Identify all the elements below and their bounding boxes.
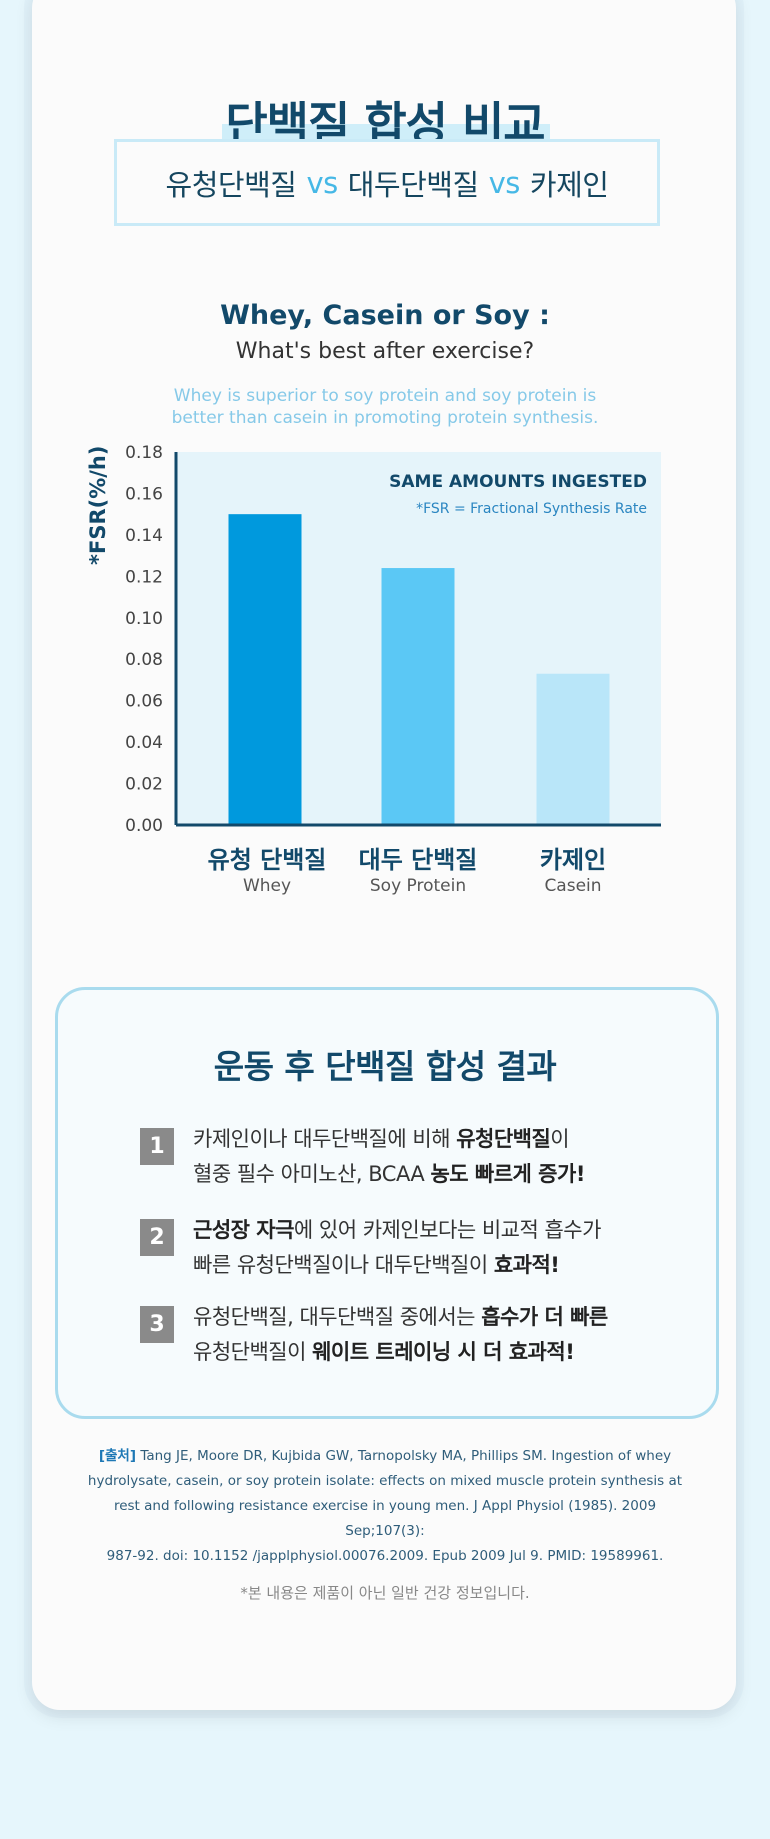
- y-tick-label: 0.06: [125, 692, 163, 712]
- x-label-soy-ko: 대두 단백질: [358, 846, 478, 874]
- result-number-3: 3: [140, 1306, 174, 1343]
- x-label-whey-ko: 유청 단백질: [207, 846, 327, 874]
- y-tick-label: 0.02: [125, 775, 163, 795]
- result-item-3: 유청단백질, 대두단백질 중에서는 흡수가 더 빠른 유청단백질이 웨이트 트레…: [193, 1300, 663, 1370]
- subtitle-vs-2: vs: [488, 165, 521, 200]
- disclaimer-notice: *본 내용은 제품이 아닌 일반 건강 정보입니다.: [240, 1584, 530, 1602]
- result-item-2: 근성장 자극에 있어 카제인보다는 비교적 흡수가 빠른 유청단백질이나 대두단…: [193, 1213, 663, 1283]
- annotation-note: *FSR = Fractional Synthesis Rate: [416, 501, 647, 517]
- result-2-line2: 빠른 유청단백질이나 대두단백질이: [193, 1253, 494, 1277]
- y-tick-label: 0.08: [125, 650, 163, 670]
- source-line-1: Tang JE, Moore DR, Kujbida GW, Tarnopols…: [140, 1448, 672, 1464]
- source-citation: [출처] Tang JE, Moore DR, Kujbida GW, Tarn…: [80, 1444, 690, 1569]
- y-tick-label: 0.14: [125, 526, 163, 546]
- result-1-text-end: 이: [550, 1127, 570, 1151]
- results-title: 운동 후 단백질 합성 결과: [213, 1047, 557, 1086]
- result-number-1: 1: [140, 1128, 174, 1165]
- x-label-casein-en: Casein: [544, 876, 602, 896]
- result-3-text: 유청단백질, 대두단백질 중에서는: [193, 1305, 482, 1329]
- chart-subtitle: What's best after exercise?: [235, 339, 535, 364]
- result-1-text: 카제인이나 대두단백질에 비해: [193, 1127, 457, 1151]
- annotation-title: SAME AMOUNTS INGESTED: [389, 472, 647, 492]
- bar-2: [381, 568, 455, 825]
- result-number-2: 2: [140, 1219, 174, 1256]
- y-tick-label: 0.10: [125, 609, 163, 629]
- result-3-line2: 유청단백질이: [193, 1340, 313, 1364]
- bar-1: [228, 514, 302, 825]
- result-2-text: 에 있어 카제인보다는 비교적 흡수가: [293, 1218, 602, 1242]
- source-line-3: rest and following resistance exercise i…: [113, 1498, 657, 1539]
- results-box: [55, 987, 719, 1419]
- subtitle-soy: 대두단백질: [347, 167, 479, 202]
- y-tick-label: 0.00: [125, 816, 163, 836]
- content-card: [32, 0, 736, 1710]
- result-1-highlight: 유청단백질: [456, 1127, 551, 1151]
- x-label-casein-ko: 카제인: [539, 846, 607, 874]
- result-2-line2-highlight: 효과적!: [493, 1253, 560, 1277]
- chart-description: Whey is superior to soy protein and soy …: [0, 385, 770, 429]
- subtitle-whey: 유청단백질: [165, 167, 297, 202]
- subtitle-casein: 카제인: [529, 167, 609, 202]
- y-tick-label: 0.18: [125, 443, 163, 463]
- x-label-whey-en: Whey: [242, 876, 292, 896]
- source-line-4: 987-92. doi: 10.1152 /japplphysiol.00076…: [106, 1548, 664, 1564]
- y-tick-label: 0.04: [125, 733, 163, 753]
- chart-description-line-2: better than casein in promoting protein …: [171, 408, 599, 428]
- result-1-line2: 혈중 필수 아미노산, BCAA: [193, 1162, 431, 1186]
- source-tag: [출처]: [98, 1448, 137, 1464]
- result-item-1: 카제인이나 대두단백질에 비해 유청단백질이 혈중 필수 아미노산, BCAA …: [193, 1122, 663, 1192]
- result-3-line2-highlight: 웨이트 트레이닝 시 더 효과적!: [312, 1340, 575, 1364]
- result-1-line2-highlight: 농도 빠르게 증가!: [430, 1162, 585, 1186]
- chart-title: Whey, Casein or Soy :: [220, 300, 550, 331]
- y-tick-label: 0.16: [125, 484, 163, 504]
- subtitle-vs-1: vs: [306, 165, 338, 200]
- comparison-subtitle: 유청단백질 vs 대두단백질 vs 카제인: [114, 139, 660, 226]
- chart-description-line-1: Whey is superior to soy protein and soy …: [173, 386, 597, 406]
- y-tick-label: 0.12: [125, 567, 163, 587]
- fsr-bar-chart: 0.00 0.02 0.04 0.06 0.08 0.10 0.12 0.14 0.16 0.18…: [125, 443, 661, 836]
- x-label-soy-en: Soy Protein: [369, 876, 467, 896]
- bar-3: [536, 673, 610, 825]
- source-line-2: hydrolysate, casein, or soy protein isol…: [87, 1473, 683, 1489]
- result-2-highlight: 근성장 자극: [193, 1218, 294, 1242]
- result-3-highlight: 흡수가 더 빠른: [481, 1305, 608, 1329]
